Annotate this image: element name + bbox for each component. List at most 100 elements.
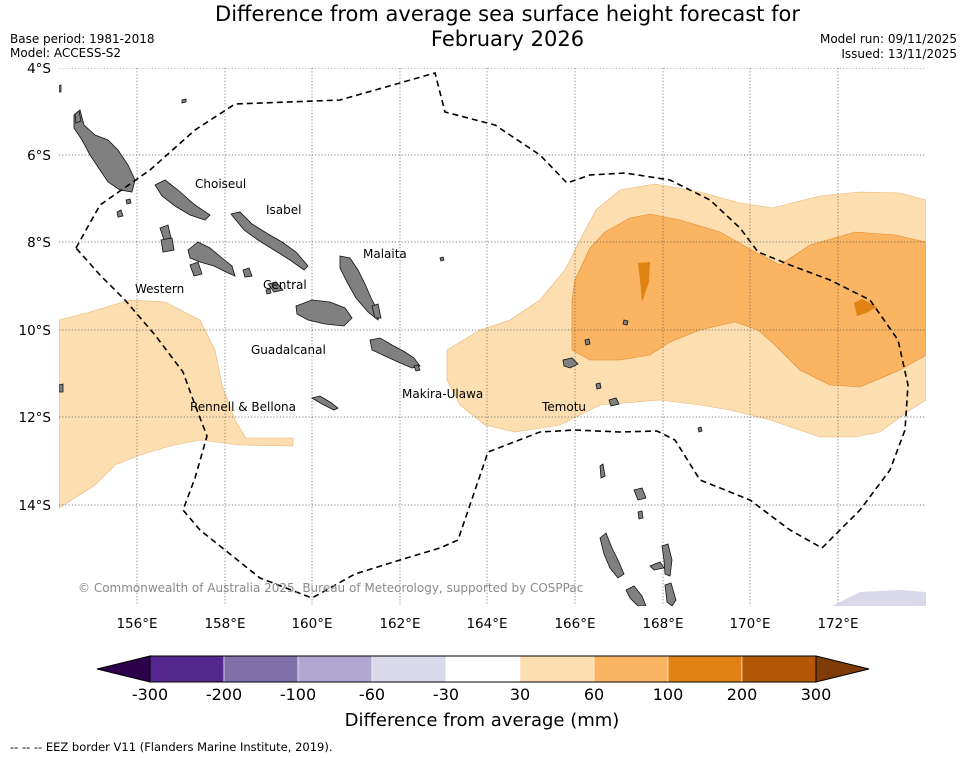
anomaly-100-200-patch-west	[638, 262, 650, 302]
anomaly-100-200-patch-east	[854, 299, 877, 316]
island-ambae	[649, 561, 665, 571]
island-nw-edge	[59, 84, 62, 93]
label-malaita: Malaita	[363, 247, 407, 261]
lon-label-162e: 162°E	[379, 616, 420, 632]
lon-label-172e: 172°E	[817, 616, 858, 632]
island-banks	[633, 487, 647, 501]
model-run-text: Model run: 09/11/2025	[819, 32, 957, 46]
label-temotu: Temotu	[541, 400, 586, 414]
colorbar-bin	[519, 655, 595, 683]
island-savo	[265, 288, 272, 295]
colorbar-label: -30	[433, 685, 459, 704]
label-central: Central	[263, 278, 307, 292]
title-line-1: Difference from average sea surface heig…	[215, 2, 800, 26]
latitude-labels: 4°S 6°S 8°S 10°S 12°S 14°S	[19, 61, 52, 514]
colorbar-label: -100	[280, 685, 316, 704]
island-rennell	[310, 395, 339, 411]
lon-label-160e: 160°E	[291, 616, 332, 632]
island-pentecost	[664, 582, 677, 606]
lat-label-14s: 14°S	[19, 498, 52, 514]
island-tikopia	[697, 426, 703, 433]
eez-border-solomon-islands	[75, 72, 909, 599]
island-santa-isabel	[230, 211, 309, 271]
graticule	[59, 68, 926, 606]
anomaly-100-200-shading	[638, 262, 877, 316]
island-guadalcanal	[295, 299, 353, 327]
island-shortland	[116, 209, 124, 218]
land-masses	[59, 84, 703, 606]
island-ontong-java	[181, 98, 187, 104]
island-duff	[622, 319, 629, 326]
island-nendo	[562, 357, 579, 369]
island-florida	[267, 281, 284, 293]
island-torres	[599, 463, 606, 479]
island-choiseul	[154, 179, 211, 221]
island-vella-lavella	[159, 224, 172, 241]
label-rennell-bellona: Rennell & Bellona	[190, 400, 296, 414]
issued-date-text: Issued: 13/11/2025	[841, 47, 957, 61]
label-isabel: Isabel	[266, 203, 301, 217]
island-maewo	[661, 543, 673, 577]
lon-label-168e: 168°E	[642, 616, 683, 632]
anomaly-60-100-shading	[571, 213, 926, 388]
copyright-notice: © Commonwealth of Australia 2025, Bureau…	[78, 581, 583, 595]
label-makira-ulawa: Makira-Ulawa	[402, 387, 483, 401]
title-line-2: February 2026	[430, 27, 585, 51]
colorbar-label: 60	[584, 685, 604, 704]
anomaly-60-100-region	[571, 213, 926, 388]
colorbar-label: -60	[359, 685, 385, 704]
colorbar-bin	[149, 655, 225, 683]
island-anuta	[584, 338, 591, 346]
lon-label-164e: 164°E	[466, 616, 507, 632]
lat-label-10s: 10°S	[19, 323, 52, 339]
island-mota	[637, 510, 644, 520]
colorbar-label: 30	[510, 685, 530, 704]
island-ulawa	[413, 364, 421, 372]
lat-label-4s: 4°S	[27, 61, 51, 77]
colorbar-over-arrow	[815, 655, 870, 683]
lat-label-8s: 8°S	[27, 235, 51, 251]
map-title: Difference from average sea surface heig…	[0, 2, 965, 52]
island-malakula	[625, 585, 647, 606]
eez-legend: -- -- -- EEZ border V11 (Flanders Marine…	[10, 740, 333, 754]
label-choiseul: Choiseul	[195, 177, 246, 191]
island-kolombangara	[160, 237, 175, 253]
lat-label-6s: 6°S	[27, 148, 51, 164]
colorbar-label: 200	[727, 685, 758, 704]
island-espiritu-santo	[599, 532, 625, 579]
eez-border	[75, 72, 909, 599]
island-makira	[369, 337, 421, 369]
colorbar-title: Difference from average (mm)	[345, 710, 620, 731]
island-sikaiana	[439, 256, 445, 262]
province-labels: Choiseul Isabel Malaita Western Central …	[135, 177, 586, 414]
island-buka	[74, 110, 82, 124]
colorbar-bin	[297, 655, 373, 683]
island-small-malaita	[371, 303, 382, 319]
base-period-text: Base period: 1981-2018	[10, 32, 155, 46]
colorbar-bin	[223, 655, 299, 683]
map-plot-area: Choiseul Isabel Malaita Western Central …	[59, 68, 926, 606]
label-western: Western	[135, 282, 184, 296]
colorbar-label: -200	[206, 685, 242, 704]
island-new-georgia	[187, 241, 236, 277]
island-bougainville	[73, 109, 136, 193]
island-russell	[242, 267, 253, 278]
colorbar-bin	[593, 655, 669, 683]
island-treasury	[125, 198, 132, 205]
colorbar-bin	[667, 655, 743, 683]
island-rendova	[189, 261, 203, 277]
label-guadalcanal: Guadalcanal	[251, 343, 326, 357]
island-vanikoro	[608, 397, 620, 407]
island-reef-islands	[595, 382, 602, 390]
lon-label-158e: 158°E	[204, 616, 245, 632]
lon-label-170e: 170°E	[729, 616, 770, 632]
colorbar-labels: -300 -200 -100 -60 -30 30 60 100 200 300	[132, 685, 831, 704]
colorbar-bin	[371, 655, 447, 683]
lon-label-156e: 156°E	[116, 616, 157, 632]
lat-label-12s: 12°S	[19, 410, 52, 426]
anomaly-west-region	[59, 299, 294, 509]
colorbar-under-arrow	[96, 655, 151, 683]
longitude-labels: 156°E 158°E 160°E 162°E 164°E 166°E 168°…	[116, 616, 858, 632]
island-west-edge	[59, 383, 64, 393]
